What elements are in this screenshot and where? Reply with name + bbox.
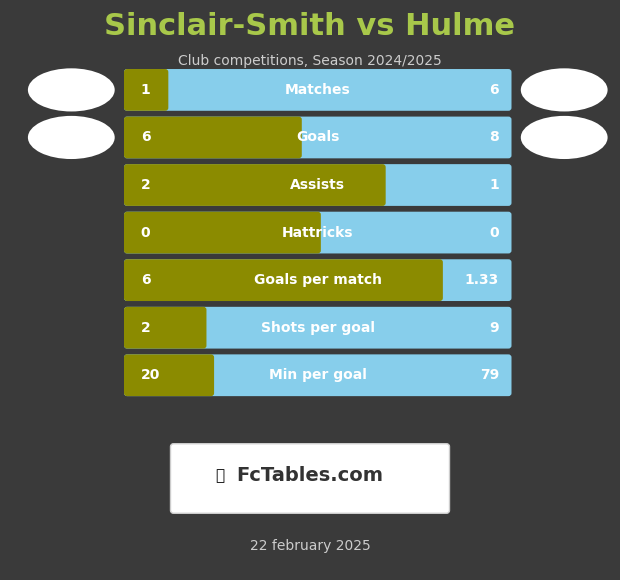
Text: 22 february 2025: 22 february 2025 [250,539,370,553]
Text: Club competitions, Season 2024/2025: Club competitions, Season 2024/2025 [178,54,442,68]
Text: 9: 9 [489,321,499,335]
FancyBboxPatch shape [124,259,443,301]
Text: 1: 1 [141,83,151,97]
FancyBboxPatch shape [124,212,512,253]
Text: 6: 6 [141,130,151,144]
Text: 2: 2 [141,178,151,192]
Ellipse shape [28,116,115,159]
FancyBboxPatch shape [124,259,512,301]
FancyBboxPatch shape [124,307,206,349]
Text: 8: 8 [489,130,499,144]
FancyBboxPatch shape [124,354,214,396]
Text: 79: 79 [480,368,499,382]
Text: 0: 0 [141,226,151,240]
Text: Assists: Assists [290,178,345,192]
Ellipse shape [521,68,608,111]
Text: Sinclair-Smith vs Hulme: Sinclair-Smith vs Hulme [105,12,515,41]
FancyBboxPatch shape [124,69,512,111]
Text: Hattricks: Hattricks [282,226,353,240]
Text: 6: 6 [141,273,151,287]
Text: 1.33: 1.33 [465,273,499,287]
FancyBboxPatch shape [124,354,512,396]
FancyBboxPatch shape [124,117,302,158]
Text: Shots per goal: Shots per goal [261,321,374,335]
Text: Goals per match: Goals per match [254,273,382,287]
Text: 0: 0 [489,226,499,240]
FancyBboxPatch shape [170,444,450,513]
FancyBboxPatch shape [124,164,386,206]
Text: 2: 2 [141,321,151,335]
FancyBboxPatch shape [124,164,512,206]
Text: Goals: Goals [296,130,339,144]
Ellipse shape [28,68,115,111]
Text: Min per goal: Min per goal [269,368,366,382]
FancyBboxPatch shape [124,212,321,253]
FancyBboxPatch shape [124,307,512,349]
FancyBboxPatch shape [124,69,168,111]
Text: 6: 6 [489,83,499,97]
Text: 1: 1 [489,178,499,192]
Text: 📊: 📊 [216,468,224,483]
Text: Matches: Matches [285,83,351,97]
Text: FcTables.com: FcTables.com [236,466,384,485]
FancyBboxPatch shape [124,117,512,158]
Ellipse shape [521,116,608,159]
Text: 20: 20 [141,368,160,382]
